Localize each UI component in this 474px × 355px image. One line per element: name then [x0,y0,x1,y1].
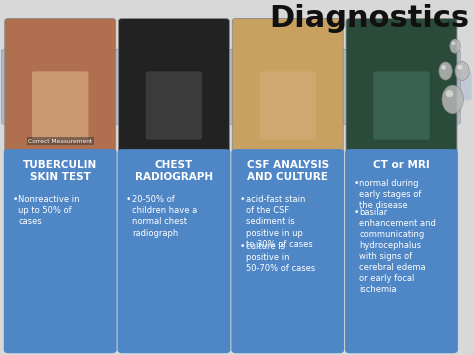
Ellipse shape [452,42,456,45]
Text: CHEST
RADIOGRAPH: CHEST RADIOGRAPH [135,160,213,182]
FancyBboxPatch shape [118,149,230,353]
FancyBboxPatch shape [118,18,229,154]
Text: •: • [354,208,359,217]
Text: TUBERCULIN
SKIN TEST: TUBERCULIN SKIN TEST [23,160,97,182]
Text: CT or MRI: CT or MRI [373,160,430,170]
Ellipse shape [439,62,452,80]
Text: culture is
positive in
50-70% of cases: culture is positive in 50-70% of cases [246,242,315,273]
FancyBboxPatch shape [345,149,458,353]
Text: •: • [354,179,359,188]
FancyBboxPatch shape [146,71,202,140]
FancyBboxPatch shape [229,49,239,124]
FancyBboxPatch shape [343,49,353,124]
Text: basilar
enhancement and
communicating
hydrocephalus
with signs of
cerebral edema: basilar enhancement and communicating hy… [359,208,436,294]
Ellipse shape [442,85,463,114]
Ellipse shape [450,39,460,53]
Text: acid-fast stain
of the CSF
sediment is
positive in up
to 30% of cases: acid-fast stain of the CSF sediment is p… [246,195,312,248]
Text: •: • [240,242,245,251]
FancyBboxPatch shape [6,72,472,100]
Text: •: • [12,195,18,204]
FancyBboxPatch shape [222,49,233,124]
Ellipse shape [455,61,469,81]
FancyBboxPatch shape [450,49,460,124]
FancyBboxPatch shape [109,49,119,124]
FancyBboxPatch shape [373,71,429,140]
FancyBboxPatch shape [32,71,88,140]
FancyBboxPatch shape [346,18,457,154]
Ellipse shape [457,65,463,70]
Ellipse shape [441,65,446,70]
Text: Diagnostics: Diagnostics [269,4,469,33]
FancyBboxPatch shape [115,49,126,124]
Text: •: • [126,195,131,204]
FancyBboxPatch shape [5,18,116,154]
Ellipse shape [446,90,453,97]
FancyBboxPatch shape [232,18,343,154]
FancyBboxPatch shape [4,149,117,353]
FancyBboxPatch shape [259,71,316,140]
FancyBboxPatch shape [231,149,344,353]
Text: Correct Measurement: Correct Measurement [28,139,92,144]
FancyBboxPatch shape [1,49,12,124]
Text: Nonreactive in
up to 50% of
cases: Nonreactive in up to 50% of cases [18,195,80,226]
Text: normal during
early stages of
the disease: normal during early stages of the diseas… [359,179,422,211]
Text: •: • [240,195,245,204]
FancyBboxPatch shape [336,49,346,124]
Text: 20-50% of
children have a
normal chest
radiograph: 20-50% of children have a normal chest r… [132,195,197,237]
Text: CSF ANALYSIS
AND CULTURE: CSF ANALYSIS AND CULTURE [246,160,329,182]
